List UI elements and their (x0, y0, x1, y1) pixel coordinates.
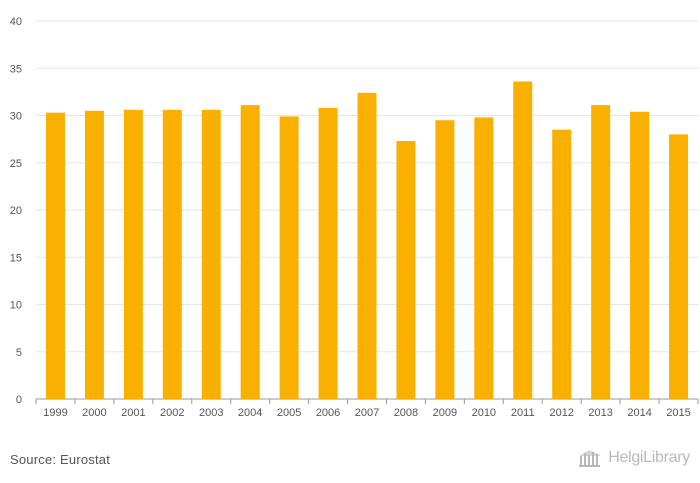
bar (591, 105, 611, 399)
chart-area: 0 5 10 15 20 25 30 35 40 1999 2000 2001 2002 2003 2004… (10, 16, 699, 419)
bar (318, 107, 338, 399)
bar (84, 110, 104, 400)
x-tick-label: 2011 (511, 407, 535, 419)
bar (240, 105, 260, 399)
x-tick-label: 2009 (433, 407, 457, 419)
x-tick-label: 2006 (316, 407, 340, 419)
x-tick-label: 2005 (277, 407, 301, 419)
x-tick-label: 2010 (472, 407, 496, 419)
library-icon (578, 448, 604, 468)
bar (45, 112, 65, 399)
x-tick-label: 2015 (666, 407, 690, 419)
y-tick-label: 5 (16, 347, 22, 359)
x-tick-label: 2007 (355, 407, 379, 419)
y-tick-label: 35 (10, 63, 22, 75)
bar (357, 92, 377, 399)
y-tick-label: 15 (10, 252, 22, 264)
bar (201, 109, 221, 399)
x-tick-label: 2003 (199, 407, 223, 419)
y-tick-label: 10 (10, 300, 22, 312)
y-tick-label: 40 (10, 16, 22, 28)
bar (552, 129, 572, 400)
y-tick-label: 20 (10, 205, 22, 217)
brand-name: HelgiLibrary (608, 449, 690, 466)
x-tick-label: 1999 (43, 407, 67, 419)
y-tick-label: 30 (10, 111, 22, 123)
source-label: Source: Eurostat (10, 452, 111, 467)
bar (435, 120, 455, 399)
bar (669, 134, 689, 399)
bar (123, 109, 143, 399)
x-tick-label: 2002 (160, 407, 184, 419)
bar (513, 81, 533, 399)
x-tick-label: 2014 (627, 407, 651, 419)
x-tick-label: 2012 (549, 407, 573, 419)
bar-chart: 0 5 10 15 20 25 30 35 40 1999 2000 2001 2002 2003 2004… (10, 16, 699, 419)
y-tick-label: 25 (10, 158, 22, 170)
x-tick-label: 2001 (121, 407, 145, 419)
x-tick-label: 2000 (82, 407, 106, 419)
x-tick-label: 2013 (588, 407, 612, 419)
bar (162, 109, 182, 399)
bar (396, 141, 416, 399)
y-tick-label: 0 (16, 394, 22, 406)
bar (279, 116, 299, 399)
bar (630, 111, 650, 399)
bar (474, 117, 494, 399)
brand-logo[interactable]: HelgiLibrary (578, 448, 690, 468)
x-tick-label: 2004 (238, 407, 262, 419)
x-tick-label: 2008 (394, 407, 418, 419)
footer: Source: Eurostat HelgiLibrary (0, 440, 700, 483)
